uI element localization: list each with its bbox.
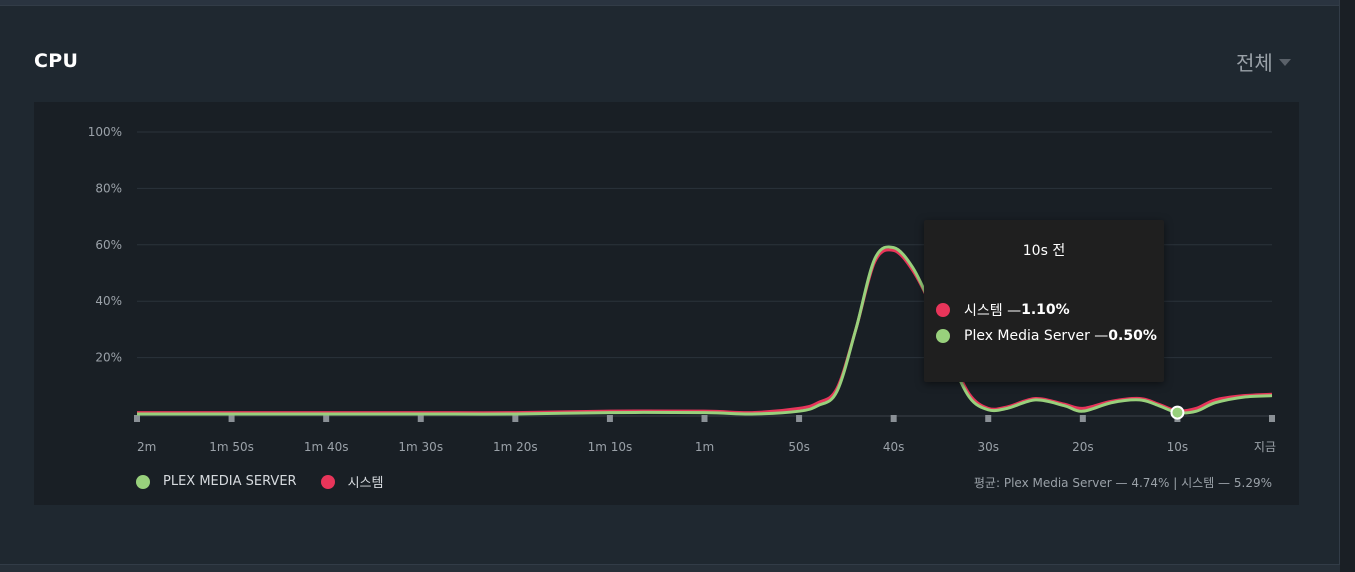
legend-item-system[interactable]: 시스템 xyxy=(320,472,384,491)
x-tick-label: 40s xyxy=(883,440,905,454)
x-tick-mark xyxy=(890,415,897,422)
y-tick-label: 100% xyxy=(88,125,122,139)
y-tick-label: 20% xyxy=(95,351,122,365)
x-tick-label: 10s xyxy=(1167,440,1189,454)
tooltip-system-swatch xyxy=(936,303,950,317)
x-tick-label: 30s xyxy=(977,440,999,454)
tooltip-plex-swatch xyxy=(936,329,950,343)
x-tick-mark xyxy=(985,415,992,422)
y-tick-label: 80% xyxy=(95,181,122,195)
x-tick-label: 1m 50s xyxy=(209,440,254,454)
top-divider xyxy=(0,5,1340,6)
tooltip-title: 10s 전 xyxy=(1022,243,1066,259)
tooltip-plex-value: 0.50% xyxy=(1108,328,1157,344)
tooltip-system-value: 1.10% xyxy=(1021,302,1070,318)
scrollbar-track[interactable] xyxy=(1339,0,1355,572)
x-tick-label: 1m 40s xyxy=(304,440,349,454)
tooltip-plex-label: Plex Media Server — xyxy=(964,328,1109,344)
y-tick-label: 40% xyxy=(95,294,122,308)
x-tick-label: 1m 10s xyxy=(588,440,633,454)
hover-point-marker xyxy=(1170,405,1185,420)
legend-system-swatch xyxy=(320,474,335,489)
x-tick-mark xyxy=(701,415,708,422)
bottom-divider xyxy=(0,564,1340,572)
range-dropdown[interactable]: 전체 xyxy=(1236,48,1291,75)
panel-title: CPU xyxy=(34,50,79,72)
x-tick-mark xyxy=(512,415,519,422)
tooltip-row-system: 시스템 — 1.10% xyxy=(936,300,1070,320)
averages-text: 평균: Plex Media Server — 4.74% | 시스템 — 5.… xyxy=(973,476,1272,490)
x-tick-label: 1m 30s xyxy=(398,440,443,454)
x-tick-mark xyxy=(323,415,330,422)
x-tick-mark xyxy=(606,415,613,422)
x-tick-mark xyxy=(796,415,803,422)
tooltip-row-plex: Plex Media Server — 0.50% xyxy=(936,328,1157,344)
chart-legend: PLEX MEDIA SERVER 시스템 xyxy=(136,472,399,491)
legend-item-plex[interactable]: PLEX MEDIA SERVER xyxy=(136,474,297,489)
x-tick-label: 1m 20s xyxy=(493,440,538,454)
tooltip-system-label: 시스템 — xyxy=(964,303,1022,319)
x-tick-label: 50s xyxy=(788,440,810,454)
x-tick-label: 20s xyxy=(1072,440,1094,454)
x-tick-label: 1m xyxy=(695,440,714,454)
y-tick-label: 60% xyxy=(95,238,122,252)
caret-down-icon xyxy=(1278,58,1291,66)
range-dropdown-label: 전체 xyxy=(1236,50,1273,75)
cpu-chart: 100% 80% 60% 40% 20% 2m 1m 50s 1m 40s 1m 30s 1m 2… xyxy=(34,102,1299,505)
x-tick-mark xyxy=(1269,415,1275,422)
legend-system-label: 시스템 xyxy=(347,476,384,491)
cpu-chart-svg: 100% 80% 60% 40% 20% 2m 1m 50s 1m 40s 1m 30s 1m 2… xyxy=(88,125,1276,454)
top-border xyxy=(0,0,1340,6)
x-tick-mark xyxy=(1079,415,1086,422)
legend-plex-label: PLEX MEDIA SERVER xyxy=(163,474,297,489)
series-line-plex xyxy=(136,245,1273,416)
x-tick-mark xyxy=(134,415,140,422)
x-tick-mark xyxy=(417,415,424,422)
x-tick-label: 지금 xyxy=(1254,440,1276,454)
chart-tooltip: 10s 전 시스템 — 1.10% Plex Media Server — 0.… xyxy=(924,220,1164,382)
x-tick-label: 2m xyxy=(137,440,156,454)
legend-plex-swatch xyxy=(136,474,150,489)
x-tick-mark xyxy=(228,415,235,422)
